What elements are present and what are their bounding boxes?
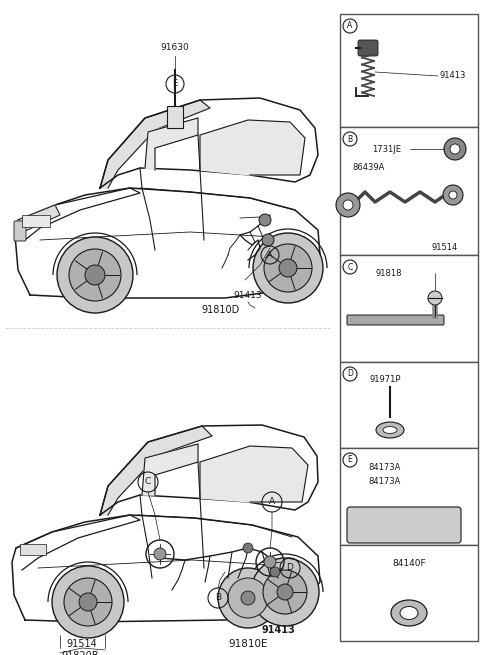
Circle shape (251, 558, 319, 626)
Circle shape (262, 234, 274, 246)
FancyBboxPatch shape (347, 315, 444, 325)
Circle shape (343, 200, 353, 210)
Text: 91818: 91818 (375, 269, 401, 278)
Text: E: E (348, 455, 352, 464)
Bar (340, 127, 478, 255)
Text: 86439A: 86439A (352, 162, 384, 172)
Polygon shape (100, 426, 212, 515)
Polygon shape (12, 515, 320, 622)
Text: 91514: 91514 (432, 242, 458, 252)
Text: 91413: 91413 (261, 625, 295, 635)
Circle shape (270, 567, 280, 577)
FancyBboxPatch shape (14, 221, 26, 241)
Text: A: A (267, 250, 273, 259)
Text: D: D (287, 563, 293, 572)
Circle shape (277, 584, 293, 600)
Text: 84173A: 84173A (368, 477, 400, 487)
Text: 91413: 91413 (234, 291, 262, 299)
Circle shape (263, 570, 307, 614)
Text: C: C (348, 263, 353, 272)
Circle shape (259, 214, 271, 226)
Bar (167, 106, 183, 128)
Circle shape (154, 548, 166, 560)
Circle shape (241, 591, 255, 605)
Bar (20, 544, 46, 555)
Text: 91514: 91514 (67, 639, 97, 649)
Text: A: A (269, 498, 275, 506)
Text: 91413: 91413 (440, 71, 467, 81)
Circle shape (52, 566, 124, 638)
Text: B: B (215, 593, 221, 603)
Bar (340, 448, 478, 545)
Ellipse shape (400, 607, 418, 620)
Polygon shape (100, 425, 318, 515)
Text: E: E (172, 79, 178, 88)
Polygon shape (142, 444, 198, 495)
Circle shape (443, 185, 463, 205)
Circle shape (228, 578, 268, 618)
Bar (340, 362, 478, 448)
Text: 91971P: 91971P (370, 375, 401, 384)
Polygon shape (100, 98, 318, 188)
Bar (22, 215, 50, 227)
Circle shape (444, 138, 466, 160)
Circle shape (79, 593, 97, 611)
Bar (340, 14, 478, 127)
Polygon shape (100, 100, 210, 188)
Circle shape (264, 244, 312, 292)
Text: 84173A: 84173A (368, 464, 400, 472)
FancyBboxPatch shape (347, 507, 461, 543)
Circle shape (336, 193, 360, 217)
Circle shape (450, 144, 460, 154)
Text: 91630: 91630 (161, 43, 190, 52)
Text: D: D (347, 369, 353, 379)
Circle shape (218, 568, 278, 628)
Ellipse shape (391, 600, 427, 626)
Circle shape (428, 291, 442, 305)
Circle shape (253, 233, 323, 303)
Circle shape (69, 249, 121, 301)
Polygon shape (18, 205, 60, 232)
Bar (340, 545, 478, 641)
Circle shape (64, 578, 112, 626)
Circle shape (279, 259, 297, 277)
Polygon shape (200, 446, 308, 502)
Ellipse shape (376, 422, 404, 438)
Polygon shape (200, 120, 305, 175)
Text: 84140F: 84140F (392, 559, 426, 567)
Circle shape (57, 237, 133, 313)
Text: A: A (348, 22, 353, 31)
Circle shape (243, 543, 253, 553)
Bar (340, 255, 478, 362)
Text: 1731JE: 1731JE (372, 145, 401, 153)
Text: 91820B: 91820B (61, 651, 99, 655)
Polygon shape (145, 118, 198, 170)
Circle shape (85, 265, 105, 285)
Polygon shape (15, 188, 320, 298)
Text: 91810D: 91810D (201, 305, 239, 315)
Text: C: C (145, 477, 151, 487)
FancyBboxPatch shape (358, 40, 378, 56)
Circle shape (264, 556, 276, 568)
Circle shape (449, 191, 457, 199)
Ellipse shape (383, 426, 397, 434)
Text: B: B (348, 134, 353, 143)
Text: 91810E: 91810E (228, 639, 268, 649)
